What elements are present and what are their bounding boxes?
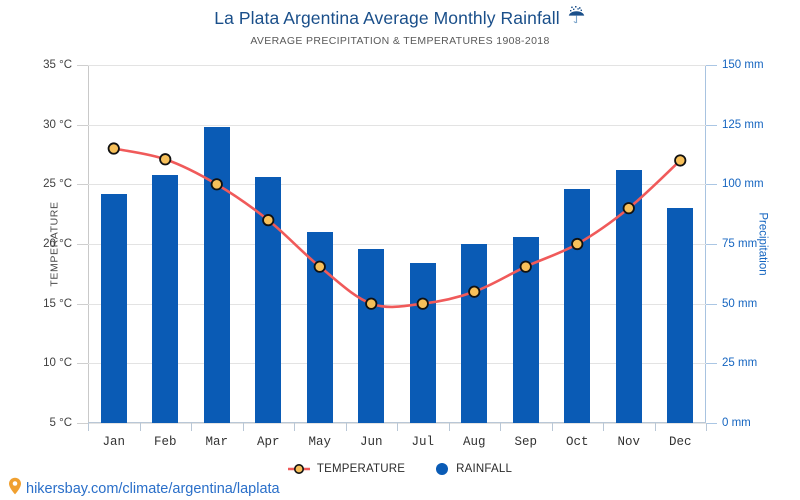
temperature-point[interactable]: Apr 22 °C (262, 214, 275, 227)
x-axis-tick (139, 423, 141, 431)
x-axis-tick-label: Oct (565, 435, 589, 449)
x-axis-tick-label: Nov (617, 435, 641, 449)
chart-plot-area: TEMPERATURE Precipitation 5 °C 10 °C 15 °C… (43, 59, 768, 449)
x-axis-tick-label: Jul (411, 435, 435, 449)
legend-label-temperature: TEMPERATURE (316, 463, 406, 475)
x-axis-tick-label: Sep (514, 435, 538, 449)
legend-label-rainfall: RAINFALL (456, 463, 513, 475)
rainfall-bar[interactable] (667, 208, 694, 423)
left-axis-tick-label: 35 °C (43, 59, 72, 71)
rainfall-bar[interactable] (461, 244, 488, 423)
temperature-point[interactable]: Dec 27 °C (674, 154, 687, 167)
x-axis-tick (603, 423, 604, 431)
rainfall-bar[interactable] (409, 263, 436, 423)
legend-item-temperature[interactable]: TEMPERATURE (287, 463, 406, 475)
gridline (88, 244, 706, 245)
left-axis-tick (77, 184, 88, 186)
umbrella-rain-icon (567, 6, 586, 30)
temperature-point[interactable]: Mar 25 °C (210, 178, 223, 191)
gridline (88, 184, 706, 186)
x-axis-tick (397, 423, 398, 431)
right-axis-tick-label: 50 mm (722, 297, 758, 310)
left-axis-tick (77, 423, 88, 424)
gridline (88, 124, 706, 126)
left-axis-tick-label: 30 °C (43, 118, 72, 131)
x-axis-tick (88, 423, 89, 431)
x-axis-tick (551, 423, 553, 431)
temperature-point[interactable]: May 18.1 °C (313, 260, 326, 273)
right-axis-tick-label: 150 mm (722, 59, 764, 71)
right-axis-tick-label: 125 mm (722, 118, 764, 131)
gridline (88, 65, 706, 66)
right-axis-tick (706, 303, 717, 305)
right-axis-tick (706, 184, 717, 186)
map-pin-icon (8, 477, 22, 500)
temperature-point[interactable]: Jan 28 °C (107, 142, 120, 155)
x-axis-tick-label: Jan (102, 435, 126, 449)
rainfall-bar[interactable] (564, 189, 591, 423)
temperature-point[interactable]: Jul 15 °C (416, 297, 429, 310)
rainfall-bar[interactable] (203, 127, 230, 423)
right-axis-tick (706, 244, 717, 245)
right-axis-tick-label: 75 mm (722, 238, 758, 250)
x-axis-tick-label: Jun (359, 435, 383, 449)
x-axis-tick-label: Aug (462, 435, 486, 449)
left-axis-tick (77, 244, 88, 245)
temperature-line (112, 147, 682, 309)
right-axis-tick-label: 0 mm (722, 417, 751, 429)
left-axis-tick (77, 363, 88, 365)
chart-legend: TEMPERATURE RAINFALL (0, 462, 800, 476)
temperature-point[interactable]: Oct 20 °C (571, 237, 584, 251)
rainfall-bar[interactable] (100, 193, 127, 423)
temperature-point[interactable]: Jun 15 °C (365, 297, 378, 310)
legend-item-rainfall[interactable]: RAINFALL (435, 462, 512, 476)
left-axis-tick-label: 10 °C (43, 357, 72, 370)
right-axis-tick (706, 423, 717, 424)
source-footer[interactable]: hikersbay.com/climate/argentina/laplata (8, 477, 280, 500)
source-url[interactable]: hikersbay.com/climate/argentina/laplata (26, 480, 280, 497)
right-axis-tick-label: 100 mm (722, 178, 764, 191)
page-title: La Plata Argentina Average Monthly Rainf… (0, 6, 800, 30)
rainfall-bar[interactable] (358, 248, 385, 423)
left-axis-tick-label: 5 °C (49, 417, 73, 429)
right-axis-tick-label: 25 mm (722, 357, 758, 370)
page-title-text: La Plata Argentina Average Monthly Rainf… (214, 7, 560, 28)
x-axis-tick-label: Feb (153, 435, 177, 449)
x-axis-tick (654, 423, 656, 431)
temperature-point[interactable]: Nov 23 °C (622, 202, 635, 215)
left-axis-tick (77, 303, 88, 305)
left-axis-tick (77, 124, 88, 126)
left-axis-tick-label: 20 °C (43, 238, 72, 250)
x-axis-tick (294, 423, 295, 431)
x-axis-tick (500, 423, 501, 431)
gridline (88, 363, 706, 365)
x-axis-tick-label: Apr (256, 435, 280, 449)
left-axis-tick-label: 25 °C (43, 178, 72, 191)
gridline (88, 303, 706, 305)
rainfall-marker-icon (436, 463, 449, 475)
x-axis-tick (448, 423, 450, 431)
temperature-point[interactable]: Feb 27.1 °C (159, 153, 172, 166)
x-axis-tick (191, 423, 192, 431)
x-axis-tick-label: Mar (205, 435, 229, 449)
right-axis-tick (706, 65, 717, 66)
rainfall-bar[interactable] (152, 174, 179, 423)
x-axis-tick (242, 423, 244, 431)
x-axis-tick (345, 423, 347, 431)
page-subtitle: AVERAGE PRECIPITATION & TEMPERATURES 190… (250, 35, 550, 47)
bottom-axis-line (88, 422, 706, 423)
right-axis-tick (706, 124, 717, 126)
x-axis-tick-label: Dec (668, 435, 692, 449)
right-axis-title: Precipitation (756, 212, 769, 276)
temperature-point[interactable]: Sep 18.1 °C (519, 260, 532, 273)
left-axis-tick (77, 65, 88, 66)
x-axis-tick-label: May (308, 435, 332, 449)
temperature-line-series: Jan 28 °C Feb 27.1 °C Mar 25 °C Apr 22 °C Ma… (107, 142, 687, 310)
temperature-marker-icon (287, 464, 310, 474)
right-axis-tick (706, 363, 717, 365)
x-axis-tick (706, 423, 707, 431)
temperature-point[interactable]: Aug 16 °C (468, 285, 481, 298)
left-axis-tick-label: 15 °C (43, 297, 72, 310)
